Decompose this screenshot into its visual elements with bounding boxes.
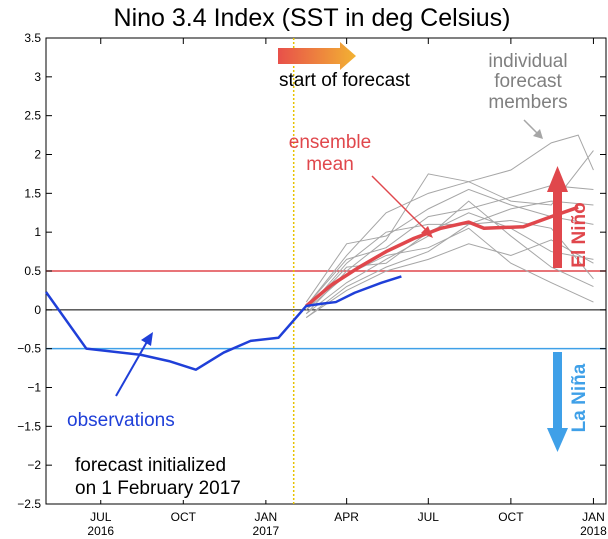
- observations-line: [44, 275, 402, 371]
- la-nina-label: La Niña: [569, 363, 590, 432]
- x-tick-month-4: JUL: [418, 510, 440, 524]
- y-tick-label-1: −2: [27, 458, 41, 472]
- x-tick-month-6: JAN: [582, 510, 605, 524]
- y-tick-label-3: −1: [27, 381, 41, 395]
- members-label-line2: forecast: [494, 71, 562, 92]
- start-of-forecast-annotation: start of forecast: [278, 42, 411, 91]
- ensemble-mean-arrowhead-icon: [421, 226, 433, 238]
- y-tick-label-4: −0.5: [17, 342, 41, 356]
- x-tick-month-3: APR: [334, 510, 359, 524]
- observations-arrowhead-icon: [141, 332, 153, 346]
- y-tick-label-5: 0: [34, 303, 41, 317]
- y-tick-label-6: 0.5: [24, 264, 41, 278]
- member-line-6: [305, 200, 594, 311]
- x-tick-year-6: 2018: [580, 524, 607, 538]
- ensemble-mean-line: [305, 205, 579, 308]
- observations-label: observations: [67, 410, 175, 431]
- member-line-7: [305, 185, 594, 307]
- y-tick-label-0: −2.5: [17, 497, 41, 511]
- y-axis: −2.5 −2 −1.5 −1 −0.5 0 0.5 1 1.5 2 2.5 3 3.5: [17, 31, 606, 511]
- y-tick-label-12: 3.5: [24, 31, 41, 45]
- forecast-members: [305, 134, 594, 319]
- y-tick-label-7: 1: [34, 225, 41, 239]
- y-tick-label-9: 2: [34, 148, 41, 162]
- la-nina-annotation: La Niña: [547, 352, 590, 452]
- initialized-label-line1: forecast initialized: [75, 455, 226, 476]
- y-tick-label-10: 2.5: [24, 109, 41, 123]
- el-nino-label: El Niño: [569, 202, 590, 267]
- members-label-line1: individual: [488, 51, 567, 72]
- la-nina-arrowhead-icon: [547, 428, 568, 452]
- y-tick-label-11: 3: [34, 70, 41, 84]
- member-line-9: [305, 212, 594, 311]
- ensemble-mean-label-line2: mean: [306, 154, 354, 175]
- ensemble-mean-label-line1: ensemble: [289, 132, 371, 153]
- chart-title: Nino 3.4 Index (SST in deg Celsius): [114, 4, 511, 32]
- observations-annotation: observations: [67, 332, 175, 431]
- el-nino-arrowhead-icon: [547, 166, 568, 192]
- members-arrowhead-icon: [533, 129, 543, 139]
- member-line-2: [305, 188, 594, 303]
- member-line-5: [305, 239, 594, 319]
- ensemble-mean-annotation: ensemble mean: [289, 132, 433, 238]
- y-tick-label-8: 1.5: [24, 186, 41, 200]
- members-label-line3: members: [488, 92, 567, 113]
- member-line-8: [305, 200, 594, 315]
- y-tick-label-2: −1.5: [17, 419, 41, 433]
- initialized-label-bg: [70, 450, 278, 500]
- x-tick-year-0: 2016: [87, 524, 114, 538]
- initialized-label-line2: on 1 February 2017: [75, 478, 241, 499]
- ensemble-mean-pointer-arrow: [371, 175, 429, 233]
- individual-members-annotation: individual forecast members: [488, 51, 568, 139]
- x-tick-month-0: JUL: [90, 510, 112, 524]
- member-line-4: [305, 220, 594, 318]
- x-tick-year-2: 2017: [253, 524, 280, 538]
- observations-pointer-arrow: [115, 339, 149, 397]
- el-nino-annotation: El Niño: [547, 166, 590, 268]
- ensemble-mean-series: [305, 205, 579, 308]
- x-tick-month-1: OCT: [171, 510, 197, 524]
- start-of-forecast-label: start of forecast: [279, 70, 411, 91]
- threshold-lines: [46, 38, 606, 504]
- forecast-arrow-icon: [278, 42, 356, 70]
- x-tick-month-5: OCT: [498, 510, 524, 524]
- initialized-annotation: forecast initialized on 1 February 2017: [70, 450, 278, 500]
- x-tick-month-2: JAN: [255, 510, 278, 524]
- el-nino-arrow-shaft: [553, 190, 562, 268]
- observations-series: [44, 275, 402, 371]
- la-nina-arrow-shaft: [553, 352, 562, 430]
- member-line-1: [305, 150, 594, 315]
